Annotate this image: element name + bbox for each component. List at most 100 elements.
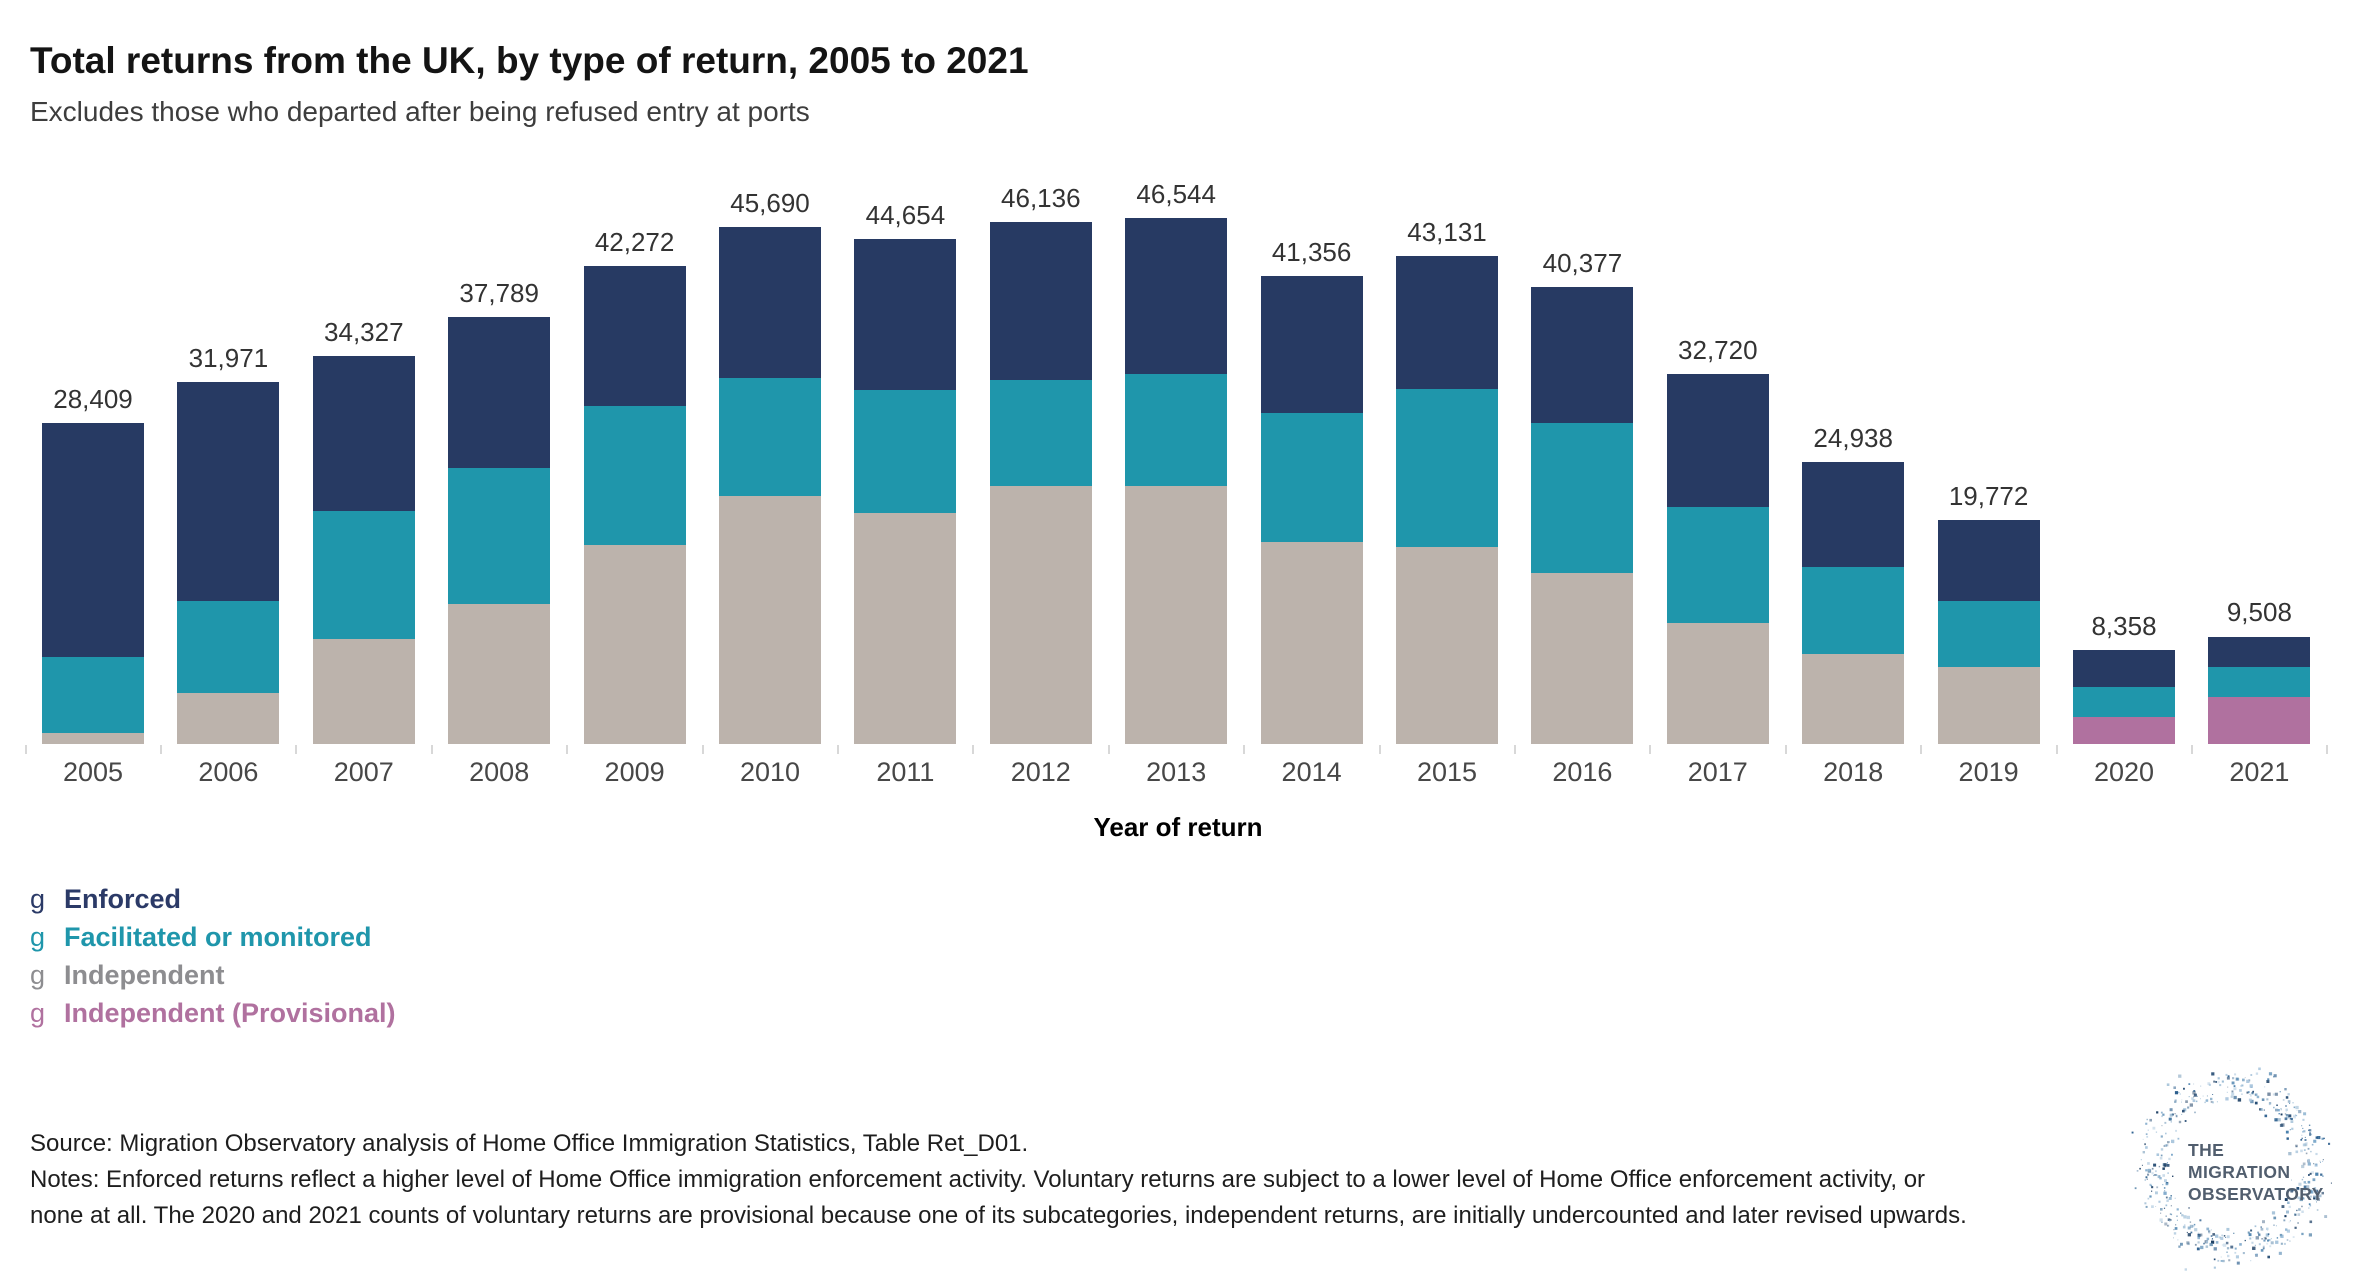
x-axis-label-2019: 2019	[1958, 757, 2019, 787]
bar-segment-facilitated-or-monitored-2012[interactable]	[989, 380, 1092, 487]
axis-tick	[24, 745, 27, 754]
bar-segment-independent-2019[interactable]	[1937, 666, 2040, 744]
bar-segment-independent-2005[interactable]	[42, 732, 144, 744]
bar-segment-independent-2018[interactable]	[1802, 654, 1905, 744]
bar-segment-independent-2007[interactable]	[312, 638, 415, 744]
axis-tick	[1784, 745, 1787, 754]
bar-segment-facilitated-or-monitored-2020[interactable]	[2073, 686, 2175, 718]
bar-2016[interactable]: 40,377	[1531, 248, 1634, 744]
logo-text-line1: THE	[2188, 1140, 2224, 1160]
bar-2007[interactable]: 34,327	[312, 317, 415, 744]
axis-tick	[2191, 745, 2193, 754]
bar-segment-facilitated-or-monitored-2009[interactable]	[583, 406, 686, 545]
bar-2021[interactable]: 9,508	[2208, 597, 2311, 744]
bar-segment-facilitated-or-monitored-2008[interactable]	[448, 468, 551, 605]
migration-observatory-logo: THE MIGRATION OBSERVATORY	[2128, 1058, 2338, 1274]
bar-segment-enforced-2017[interactable]	[1666, 374, 1769, 507]
legend-marker-icon: g	[30, 998, 46, 1028]
legend-item-independent[interactable]: g Independent	[30, 960, 396, 998]
bar-total-label-2012: 46,136	[1001, 183, 1081, 214]
bar-2018[interactable]: 24,938	[1802, 423, 1905, 744]
bar-total-label-2011: 44,654	[865, 200, 946, 231]
bar-total-label-2015: 43,131	[1407, 217, 1487, 248]
legend-marker-icon: g	[30, 922, 46, 952]
bar-2019[interactable]: 19,772	[1937, 481, 2040, 744]
bar-segment-facilitated-or-monitored-2005[interactable]	[42, 656, 144, 733]
legend-item-enforced[interactable]: g Enforced	[30, 884, 396, 922]
bar-segment-independent-2011[interactable]	[854, 513, 957, 744]
bar-segment-facilitated-or-monitored-2010[interactable]	[719, 378, 821, 497]
bar-segment-independent-2010[interactable]	[719, 496, 821, 744]
x-axis-label-2006: 2006	[198, 757, 259, 787]
bar-segment-facilitated-or-monitored-2014[interactable]	[1260, 413, 1363, 542]
bar-segment-enforced-2021[interactable]	[2208, 636, 2311, 667]
axis-tick	[160, 745, 162, 754]
bar-2020[interactable]: 8,358	[2073, 611, 2175, 744]
bar-segment-enforced-2020[interactable]	[2073, 649, 2175, 687]
bar-2012[interactable]: 46,136	[989, 183, 1092, 744]
bar-segment-independent-2012[interactable]	[989, 486, 1092, 744]
bar-segment-independent-2006[interactable]	[177, 692, 280, 744]
bar-segment-enforced-2007[interactable]	[312, 355, 415, 512]
bar-2005[interactable]: 28,409	[42, 384, 144, 744]
bar-2008[interactable]: 37,789	[448, 278, 551, 744]
bar-segment-facilitated-or-monitored-2018[interactable]	[1802, 567, 1905, 655]
logo-dotted-ring-icon: THE MIGRATION OBSERVATORY	[2131, 1058, 2332, 1271]
bar-segment-enforced-2014[interactable]	[1260, 276, 1363, 414]
bar-2010[interactable]: 45,690	[719, 188, 821, 744]
bar-segment-enforced-2011[interactable]	[854, 239, 957, 390]
bar-segment-facilitated-or-monitored-2013[interactable]	[1125, 373, 1228, 486]
bar-segment-facilitated-or-monitored-2021[interactable]	[2208, 666, 2311, 698]
bar-segment-independent-2016[interactable]	[1531, 573, 1634, 744]
bar-2017[interactable]: 32,720	[1666, 335, 1769, 744]
footer-notes-line1: Notes: Enforced returns reflect a higher…	[30, 1166, 1926, 1193]
bar-2014[interactable]: 41,356	[1260, 237, 1363, 744]
axis-tick	[430, 745, 433, 754]
x-axis-label-2007: 2007	[333, 757, 394, 787]
bar-segment-independent-provisional-2021[interactable]	[2208, 697, 2311, 744]
legend-item-independent-provisional[interactable]: g Independent (Provisional)	[30, 998, 396, 1036]
bar-segment-enforced-2018[interactable]	[1802, 462, 1905, 568]
bar-segment-facilitated-or-monitored-2017[interactable]	[1666, 506, 1769, 623]
bar-segment-enforced-2019[interactable]	[1937, 520, 2040, 601]
axis-tick	[972, 745, 975, 754]
bar-segment-facilitated-or-monitored-2016[interactable]	[1531, 422, 1634, 574]
bar-total-label-2021: 9,508	[2226, 597, 2292, 628]
bar-2006[interactable]: 31,971	[177, 343, 280, 744]
bar-total-label-2019: 19,772	[1948, 481, 2029, 512]
bar-segment-independent-2013[interactable]	[1125, 485, 1228, 744]
bar-segment-enforced-2013[interactable]	[1125, 217, 1228, 374]
bar-segment-facilitated-or-monitored-2006[interactable]	[177, 600, 280, 693]
bar-segment-independent-2017[interactable]	[1666, 623, 1769, 744]
bar-2011[interactable]: 44,654	[854, 200, 957, 744]
bar-segment-independent-2014[interactable]	[1260, 541, 1363, 744]
bar-segment-independent-provisional-2020[interactable]	[2073, 717, 2175, 744]
bar-segment-enforced-2016[interactable]	[1531, 287, 1634, 423]
bar-segment-enforced-2008[interactable]	[448, 316, 551, 469]
bar-segment-enforced-2015[interactable]	[1396, 256, 1498, 389]
x-axis-label-2017: 2017	[1687, 757, 1748, 787]
bar-segment-enforced-2009[interactable]	[583, 266, 686, 407]
bar-2009[interactable]: 42,272	[583, 227, 686, 744]
bar-segment-enforced-2010[interactable]	[719, 227, 821, 379]
legend-item-facilitated-or-monitored[interactable]: g Facilitated or monitored	[30, 922, 396, 960]
legend-item-label: Facilitated or monitored	[64, 922, 372, 952]
bar-segment-facilitated-or-monitored-2019[interactable]	[1937, 600, 2040, 667]
footer-notes-line2: none at all. The 2020 and 2021 counts of…	[30, 1202, 1967, 1229]
bar-total-label-2014: 41,356	[1271, 237, 1352, 268]
bar-segment-facilitated-or-monitored-2011[interactable]	[854, 389, 957, 514]
axis-tick	[1920, 745, 1923, 754]
bar-segment-enforced-2012[interactable]	[989, 222, 1092, 381]
bar-segment-facilitated-or-monitored-2015[interactable]	[1396, 388, 1498, 548]
bar-segment-facilitated-or-monitored-2007[interactable]	[312, 511, 415, 639]
x-axis-label-2018: 2018	[1823, 757, 1884, 787]
bar-segment-independent-2009[interactable]	[583, 544, 686, 744]
bar-segment-independent-2008[interactable]	[448, 604, 551, 744]
axis-tick	[1378, 745, 1381, 754]
bar-segment-enforced-2006[interactable]	[177, 382, 280, 601]
bar-2015[interactable]: 43,131	[1396, 217, 1498, 744]
bar-2013[interactable]: 46,544	[1125, 179, 1228, 744]
bar-segment-independent-2015[interactable]	[1396, 547, 1498, 744]
bar-segment-enforced-2005[interactable]	[42, 422, 144, 657]
bar-total-label-2007: 34,327	[324, 316, 404, 347]
